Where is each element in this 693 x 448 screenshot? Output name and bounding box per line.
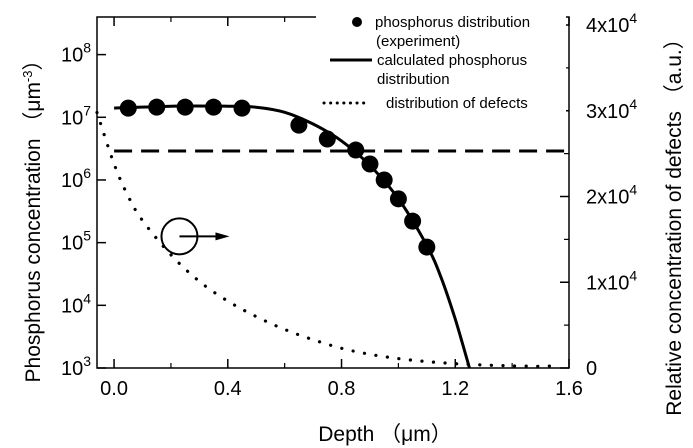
y-left-tick-label: 107 (61, 102, 91, 129)
y-left-tick-label: 106 (61, 165, 91, 192)
x-axis-title: Depth （μm） (318, 423, 451, 446)
legend-label: (experiment) (376, 33, 460, 50)
arrow-annotation-head (215, 232, 230, 241)
axes: 0.0 0.4 0.8 1.2 1.6 103 104 105 106 107 108 0 1x104 2… (61, 10, 637, 400)
legend-label: phosphorus distribution (375, 14, 530, 31)
series-line-calculated (114, 104, 471, 369)
y-left-tick-label: 104 (61, 290, 91, 317)
x-tick-label: 0.4 (214, 378, 242, 400)
y-axis-left-title: Phosphorus concentration （μm-3） (20, 50, 45, 383)
y-axis-right-title: Relative concentration of defects （a.u.） (663, 28, 686, 416)
data-point-experiment (233, 99, 251, 117)
x-tick-label: 1.6 (555, 378, 583, 400)
legend-label: calculated phosphorus (377, 52, 527, 69)
y-right-tick-label: 4x104 (586, 10, 637, 37)
y-right-tick-label: 2x104 (586, 182, 637, 209)
legend-label: distribution of defects (386, 95, 528, 112)
series-line-defects (95, 110, 557, 368)
series-layer (95, 98, 569, 369)
y-left-tick-label: 105 (61, 228, 91, 255)
y-right-tick-label: 0 (586, 358, 597, 380)
x-tick-label: 0.0 (100, 378, 128, 400)
legend-label: distribution (377, 71, 450, 88)
y-left-tick-label: 103 (61, 353, 91, 380)
legend: phosphorus distribution (experiment) calcu… (316, 8, 566, 120)
legend-marker-experiment (352, 17, 362, 27)
y-left-tick-label: 108 (61, 40, 91, 67)
y-right-tick-label: 1x104 (586, 267, 637, 294)
x-tick-label: 0.8 (328, 378, 356, 400)
y-right-tick-label: 3x104 (586, 96, 637, 123)
x-tick-label: 1.2 (441, 378, 469, 400)
